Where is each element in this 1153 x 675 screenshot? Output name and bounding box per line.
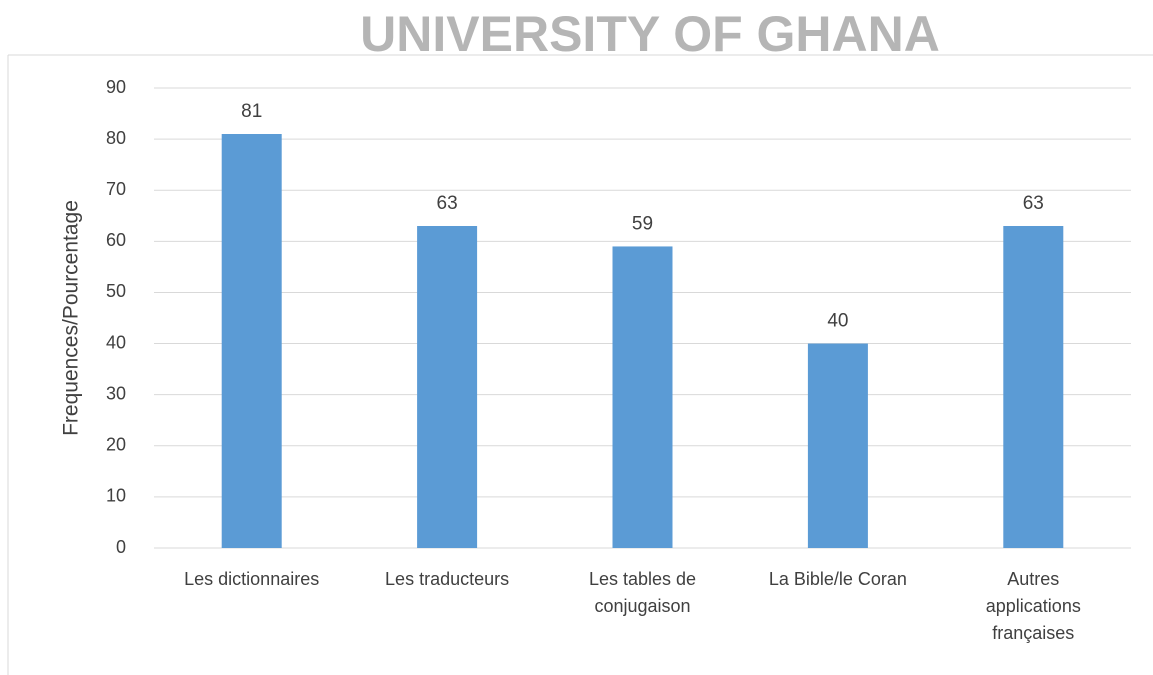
bar — [612, 246, 673, 548]
x-tick-label: Les tables de conjugaison — [588, 569, 697, 616]
x-tick-label-box: Les dictionnaires — [184, 569, 320, 589]
data-label: 81 — [241, 101, 262, 122]
y-tick-label: 60 — [106, 230, 126, 250]
x-tick-label-box: Autres applications françaises — [985, 569, 1081, 643]
x-tick-label: Autres applications françaises — [985, 569, 1081, 643]
x-tick-label-box: Les traducteurs — [385, 569, 510, 589]
y-tick-label: 50 — [106, 281, 126, 301]
bar — [417, 226, 478, 548]
y-axis-title: Frequences/Pourcentage — [60, 200, 83, 436]
y-tick-label: 70 — [106, 179, 126, 199]
data-label: 63 — [1023, 193, 1044, 214]
data-label: 59 — [632, 213, 653, 234]
y-tick-label: 10 — [106, 486, 126, 506]
y-tick-label: 30 — [106, 383, 126, 403]
x-tick-label-box: La Bible/le Coran — [768, 569, 907, 589]
y-tick-label: 20 — [106, 435, 126, 455]
x-tick-label: La Bible/le Coran — [768, 569, 907, 589]
x-tick-label-box: Les tables de conjugaison — [588, 569, 697, 616]
bar — [1003, 226, 1064, 548]
y-tick-label: 0 — [116, 537, 126, 557]
data-label: 63 — [437, 193, 458, 214]
x-tick-label: Les dictionnaires — [184, 569, 320, 589]
x-tick-label: Les traducteurs — [385, 569, 510, 589]
bar — [807, 343, 868, 548]
bar — [221, 134, 282, 548]
y-tick-label: 90 — [106, 77, 126, 97]
y-tick-label: 80 — [106, 128, 126, 148]
watermark: UNIVERSITY OF GHANA — [360, 6, 940, 62]
data-label: 40 — [827, 311, 848, 332]
y-tick-label: 40 — [106, 332, 126, 352]
